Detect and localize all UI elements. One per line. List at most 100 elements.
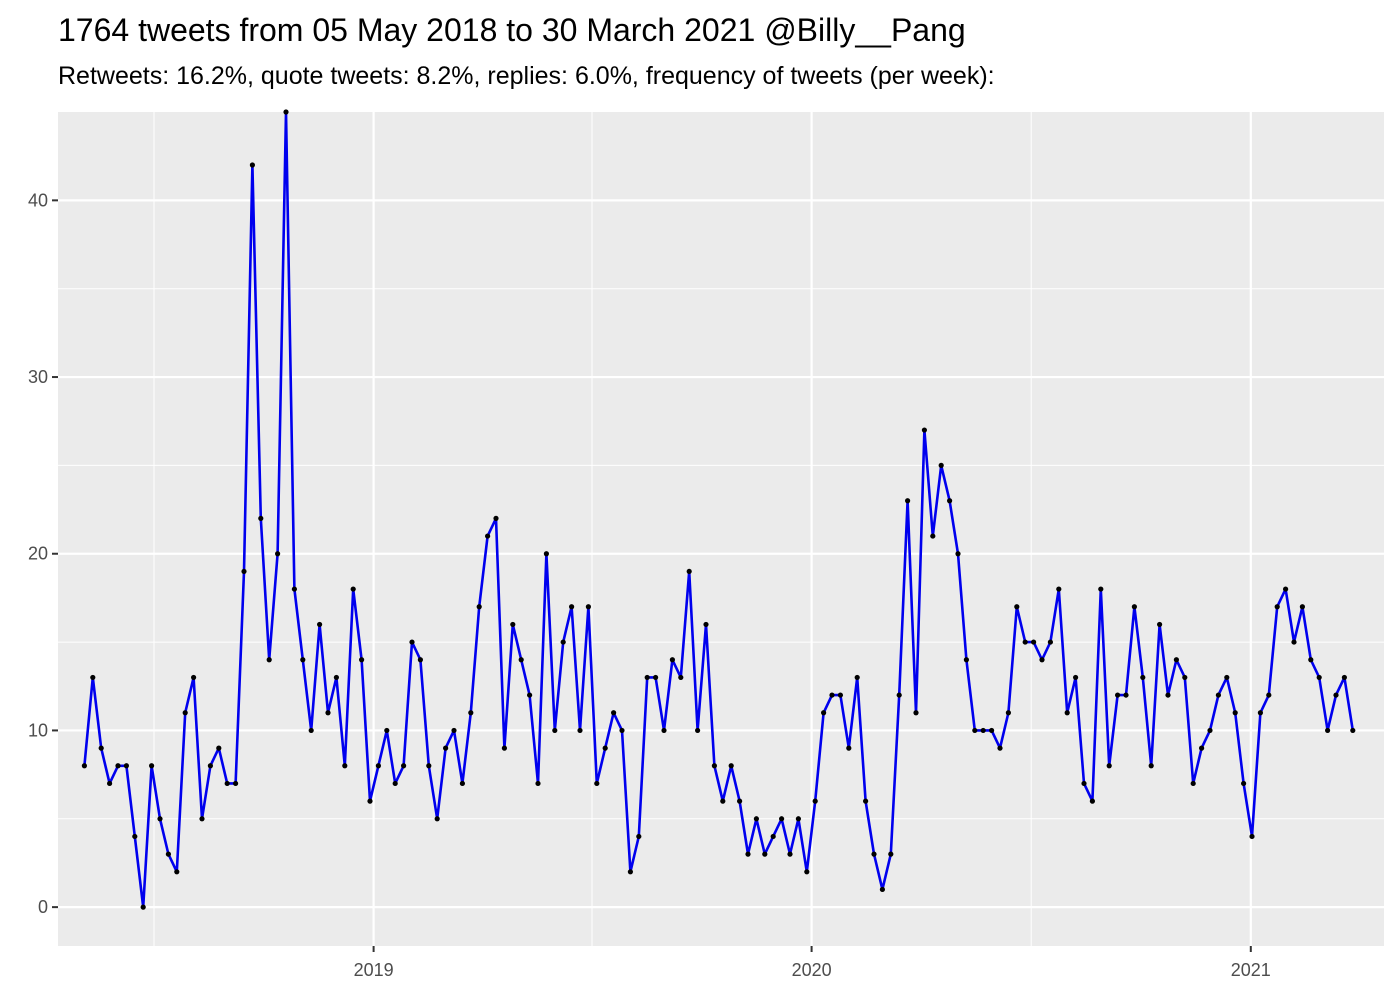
data-point bbox=[711, 763, 718, 769]
data-point bbox=[350, 586, 356, 592]
data-point bbox=[1106, 763, 1112, 769]
data-point bbox=[493, 515, 499, 522]
data-point bbox=[443, 745, 449, 751]
y-tick-label: 40 bbox=[28, 190, 48, 210]
data-point bbox=[401, 763, 407, 769]
data-point bbox=[611, 710, 617, 716]
data-point bbox=[115, 763, 121, 769]
data-point bbox=[1249, 833, 1255, 840]
data-point bbox=[367, 798, 373, 804]
data-point bbox=[81, 763, 87, 769]
data-point bbox=[770, 833, 776, 840]
data-point bbox=[1274, 604, 1280, 610]
data-point bbox=[283, 109, 289, 115]
data-point bbox=[241, 568, 247, 575]
data-point bbox=[1089, 798, 1095, 804]
data-point bbox=[132, 833, 138, 840]
x-tick-label: 2020 bbox=[792, 960, 832, 980]
data-point bbox=[1299, 604, 1305, 610]
data-point bbox=[644, 674, 650, 681]
data-point bbox=[955, 551, 961, 557]
minor-gridlines bbox=[58, 112, 1384, 946]
data-point bbox=[291, 586, 297, 592]
data-point bbox=[266, 657, 272, 663]
data-point bbox=[1073, 674, 1079, 681]
data-point bbox=[737, 798, 743, 804]
data-point bbox=[1283, 586, 1289, 592]
data-point bbox=[1098, 586, 1104, 592]
data-point bbox=[1115, 692, 1121, 698]
data-point bbox=[989, 727, 995, 734]
data-point bbox=[485, 533, 491, 539]
data-point bbox=[1291, 639, 1297, 645]
data-point bbox=[552, 727, 558, 734]
major-gridlines bbox=[58, 112, 1384, 946]
data-point bbox=[896, 692, 902, 698]
data-point bbox=[678, 674, 684, 681]
data-point bbox=[636, 833, 642, 840]
data-point bbox=[1224, 674, 1230, 681]
y-tick-label: 10 bbox=[28, 720, 48, 740]
data-point bbox=[1173, 657, 1179, 663]
data-point bbox=[233, 780, 239, 787]
data-point bbox=[1316, 674, 1322, 681]
data-point bbox=[1123, 692, 1129, 698]
data-point bbox=[569, 604, 575, 610]
data-point bbox=[602, 745, 608, 751]
data-point bbox=[846, 745, 852, 751]
data-point bbox=[703, 621, 709, 628]
data-point bbox=[753, 816, 760, 822]
data-point bbox=[560, 639, 566, 645]
data-point bbox=[745, 851, 751, 857]
data-point bbox=[468, 710, 474, 716]
data-point bbox=[947, 498, 953, 504]
data-point bbox=[871, 851, 877, 857]
data-point bbox=[1333, 692, 1339, 698]
data-point bbox=[787, 851, 793, 857]
data-point bbox=[90, 674, 96, 681]
data-point bbox=[392, 780, 398, 787]
data-point bbox=[1148, 763, 1154, 769]
data-point bbox=[720, 798, 726, 804]
data-point bbox=[821, 710, 827, 716]
data-point bbox=[1140, 674, 1146, 681]
data-point bbox=[258, 515, 264, 522]
data-point bbox=[182, 710, 188, 716]
x-tick-label: 2019 bbox=[354, 960, 394, 980]
data-point bbox=[510, 621, 516, 628]
data-point bbox=[728, 763, 734, 769]
data-point bbox=[829, 692, 835, 698]
data-point bbox=[1157, 621, 1163, 628]
data-point bbox=[199, 816, 205, 822]
data-point bbox=[1081, 780, 1087, 787]
data-point bbox=[1325, 727, 1331, 734]
data-point bbox=[1064, 710, 1070, 716]
data-point bbox=[686, 568, 692, 575]
data-point bbox=[1131, 604, 1137, 610]
data-point bbox=[1190, 780, 1196, 787]
data-point bbox=[980, 727, 986, 734]
data-point bbox=[779, 816, 785, 822]
data-point bbox=[921, 427, 928, 433]
data-point bbox=[837, 692, 844, 698]
data-point bbox=[669, 657, 676, 663]
data-point bbox=[1232, 710, 1238, 716]
axes: 0 10 20 30 40 2019 2020 2021 bbox=[28, 190, 1271, 980]
y-tick-label: 20 bbox=[28, 544, 48, 564]
data-point bbox=[426, 763, 432, 769]
data-point bbox=[577, 727, 583, 734]
data-point bbox=[1165, 692, 1171, 698]
data-point bbox=[1207, 727, 1213, 734]
data-point bbox=[224, 780, 230, 787]
data-point bbox=[938, 462, 944, 468]
data-point bbox=[1182, 674, 1188, 681]
data-point bbox=[300, 657, 306, 663]
data-point bbox=[619, 727, 625, 734]
data-point bbox=[997, 745, 1003, 751]
data-point bbox=[384, 727, 390, 734]
data-point bbox=[527, 692, 533, 698]
data-point bbox=[1308, 657, 1314, 663]
data-point bbox=[207, 763, 213, 769]
data-point bbox=[812, 798, 818, 804]
